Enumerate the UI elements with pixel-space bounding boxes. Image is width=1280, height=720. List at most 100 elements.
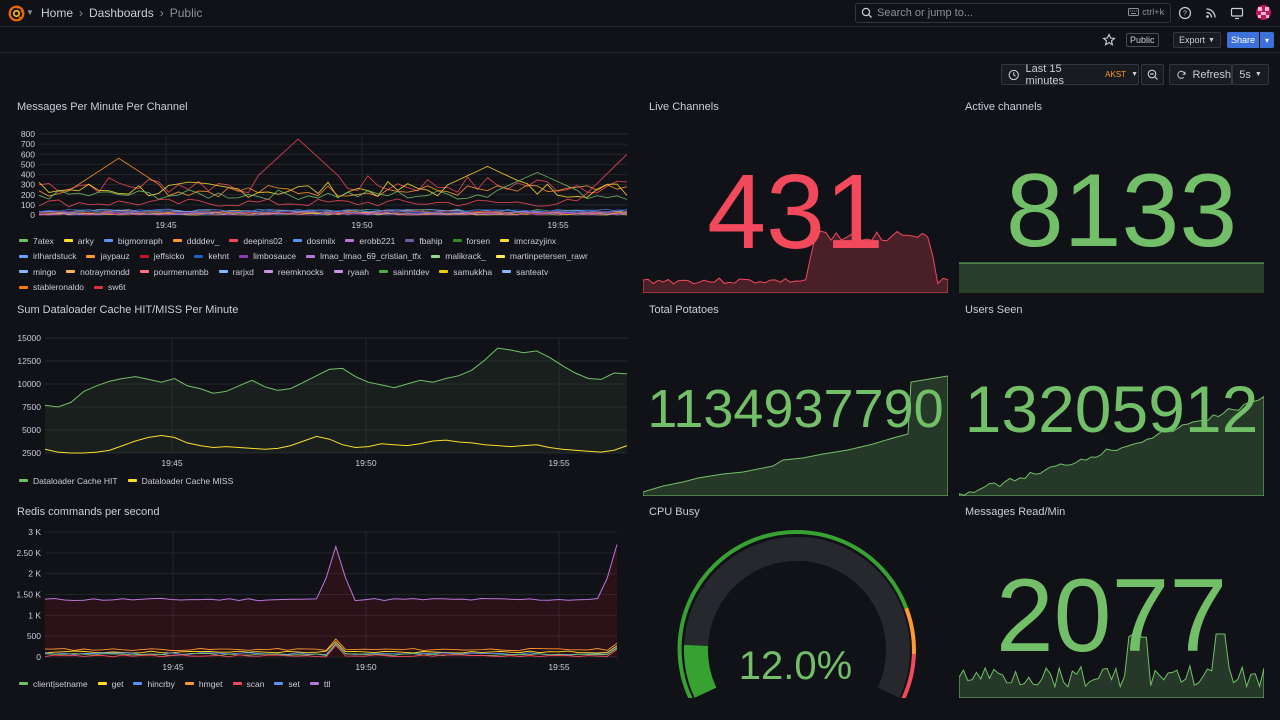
refresh-interval-picker[interactable]: 5s ▼ xyxy=(1232,64,1269,85)
legend-item[interactable]: jeffsicko xyxy=(139,249,184,265)
legend-item[interactable]: rarjxd xyxy=(218,264,254,280)
legend-label: ddddev_ xyxy=(186,235,220,246)
keyboard-icon xyxy=(1128,8,1140,16)
legend-item[interactable]: sw6t xyxy=(94,280,126,292)
cache-hit-miss-chart[interactable]: 15000 12500 10000 7500 5000 2500 19:45 19:50 19:… xyxy=(17,330,631,474)
legend-swatch xyxy=(19,479,28,483)
legend-item[interactable]: pourmenumbb xyxy=(139,264,209,280)
legend-item[interactable]: kehnt xyxy=(194,249,229,265)
legend-item[interactable]: reemknocks xyxy=(263,264,324,280)
series-line xyxy=(38,153,628,208)
export-label: Export xyxy=(1179,35,1206,45)
legend-item[interactable]: bigmonraph xyxy=(103,233,163,249)
panel-messages-per-minute[interactable]: Messages Per Minute Per Channel 800 700 60… xyxy=(17,101,631,292)
legend-item[interactable]: stableronaldo xyxy=(19,280,85,292)
panel-title: CPU Busy xyxy=(649,506,700,518)
redis-commands-chart[interactable]: 3 K 2.50 K 2 K 1.50 K 1 K 500 0 19:45 19:50 19:55 xyxy=(17,528,631,676)
panel-active-channels[interactable]: Active channels 8133 xyxy=(959,101,1264,293)
legend-item[interactable]: sainntdev xyxy=(378,264,429,280)
panel-live-channels[interactable]: Live Channels 431 xyxy=(643,101,948,293)
legend-item[interactable]: ttl xyxy=(309,676,331,692)
legend-item[interactable]: irlhardstuck xyxy=(19,249,76,265)
legend-item[interactable]: dosmilx xyxy=(292,233,335,249)
legend-item[interactable]: arky xyxy=(63,233,94,249)
legend-item[interactable]: Dataloader Cache MISS xyxy=(127,473,233,489)
legend-item[interactable]: erobb221 xyxy=(345,233,395,249)
time-range-picker[interactable]: Last 15 minutes AKST ▼ xyxy=(1001,63,1139,87)
legend-label: kehnt xyxy=(208,251,230,262)
panel-dataloader-cache[interactable]: Sum Dataloader Cache HIT/MISS Per Minute… xyxy=(17,304,631,494)
legend-item[interactable]: fbahip xyxy=(405,233,443,249)
zoom-out-button[interactable] xyxy=(1141,64,1164,85)
chart-legend: 7atex arky bigmonraph ddddev_ deepins02 dosmi… xyxy=(19,233,619,292)
panel-cpu-busy[interactable]: CPU Busy 12.0% xyxy=(643,506,948,698)
export-button[interactable]: Export ▼ xyxy=(1173,32,1221,48)
chevron-down-icon[interactable]: ▼ xyxy=(26,8,34,17)
dashboard-toolbar: Public Export ▼ Share ▾ xyxy=(0,27,1280,53)
legend-item[interactable]: lmao_lmao_69_cristian_tfx xyxy=(306,249,421,265)
chart-legend: Dataloader Cache HIT Dataloader Cache MIS… xyxy=(19,473,619,489)
panel-redis-commands[interactable]: Redis commands per second 3 K 2.50 K 2 K 1.… xyxy=(17,506,631,698)
clock-icon xyxy=(1008,69,1019,80)
legend-label: irlhardstuck xyxy=(33,251,77,262)
breadcrumb-dashboards[interactable]: Dashboards xyxy=(89,6,154,20)
rss-news-icon[interactable] xyxy=(1204,6,1218,20)
legend-swatch xyxy=(345,239,355,243)
legend-item[interactable]: notraymondd xyxy=(66,264,130,280)
stat-value: 431 xyxy=(707,153,884,271)
panel-title: Active channels xyxy=(965,101,1043,113)
refresh-button[interactable]: Refresh xyxy=(1169,64,1232,85)
series-line xyxy=(44,643,618,656)
grafana-logo-icon[interactable] xyxy=(8,5,25,22)
panel-users-seen[interactable]: Users Seen 13205912 xyxy=(959,304,1264,496)
panel-messages-read[interactable]: Messages Read/Min 2077 xyxy=(959,506,1264,698)
series-area xyxy=(45,544,617,657)
breadcrumb-home[interactable]: Home xyxy=(41,6,74,20)
legend-item[interactable]: set xyxy=(274,676,300,692)
zoom-out-icon xyxy=(1147,69,1158,80)
legend-item[interactable]: santeatv xyxy=(502,264,548,280)
legend-item[interactable]: client|setname xyxy=(19,676,88,692)
legend-item[interactable]: malikrack_ xyxy=(431,249,486,265)
legend-item[interactable]: deepins02 xyxy=(229,233,283,249)
stat-value: 8133 xyxy=(1005,153,1238,269)
search-input[interactable]: Search or jump to... ctrl+k xyxy=(855,3,1171,23)
legend-item[interactable]: Dataloader Cache HIT xyxy=(19,473,118,489)
legend-item[interactable]: get xyxy=(97,676,123,692)
share-dropdown-button[interactable]: ▾ xyxy=(1260,32,1274,48)
legend-item[interactable]: samukkha xyxy=(439,264,492,280)
legend-label: stableronaldo xyxy=(33,282,85,292)
y-tick-label: 400 xyxy=(21,170,35,180)
legend-item[interactable]: ddddev_ xyxy=(172,233,220,249)
legend-item[interactable]: jaypauz xyxy=(86,249,130,265)
legend-label: Dataloader Cache HIT xyxy=(33,475,118,486)
legend-item[interactable]: ryaah xyxy=(333,264,369,280)
stat-value: 1134937790 xyxy=(647,379,944,439)
legend-label: hincrby xyxy=(147,678,175,689)
legend-item[interactable]: forsen xyxy=(452,233,491,249)
legend-swatch xyxy=(66,270,76,274)
panel-total-potatoes[interactable]: Total Potatoes 1134937790 xyxy=(643,304,948,496)
legend-swatch xyxy=(274,682,284,686)
legend-item[interactable]: martinpetersen_rawr xyxy=(495,249,588,265)
x-tick-label: 19:55 xyxy=(547,220,569,230)
x-tick-label: 19:45 xyxy=(162,662,184,672)
share-button[interactable]: Share xyxy=(1227,32,1259,48)
star-icon[interactable] xyxy=(1102,33,1116,47)
legend-item[interactable]: hmget xyxy=(184,676,223,692)
legend-label: forsen xyxy=(466,235,491,246)
legend-item[interactable]: hincrby xyxy=(133,676,175,692)
legend-label: ttl xyxy=(323,678,331,689)
legend-label: limbosauce xyxy=(253,251,297,262)
help-icon[interactable]: ? xyxy=(1178,6,1192,20)
kiosk-monitor-icon[interactable] xyxy=(1230,6,1244,20)
user-avatar[interactable] xyxy=(1256,5,1271,20)
legend-item[interactable]: limbosauce xyxy=(239,249,296,265)
public-badge: Public xyxy=(1126,33,1159,47)
legend-item[interactable]: 7atex xyxy=(19,233,54,249)
legend-item[interactable]: scan xyxy=(232,676,264,692)
legend-item[interactable]: mingo xyxy=(19,264,56,280)
total-potatoes-sparkline xyxy=(643,375,948,496)
legend-item[interactable]: imcrazyjinx xyxy=(500,233,556,249)
